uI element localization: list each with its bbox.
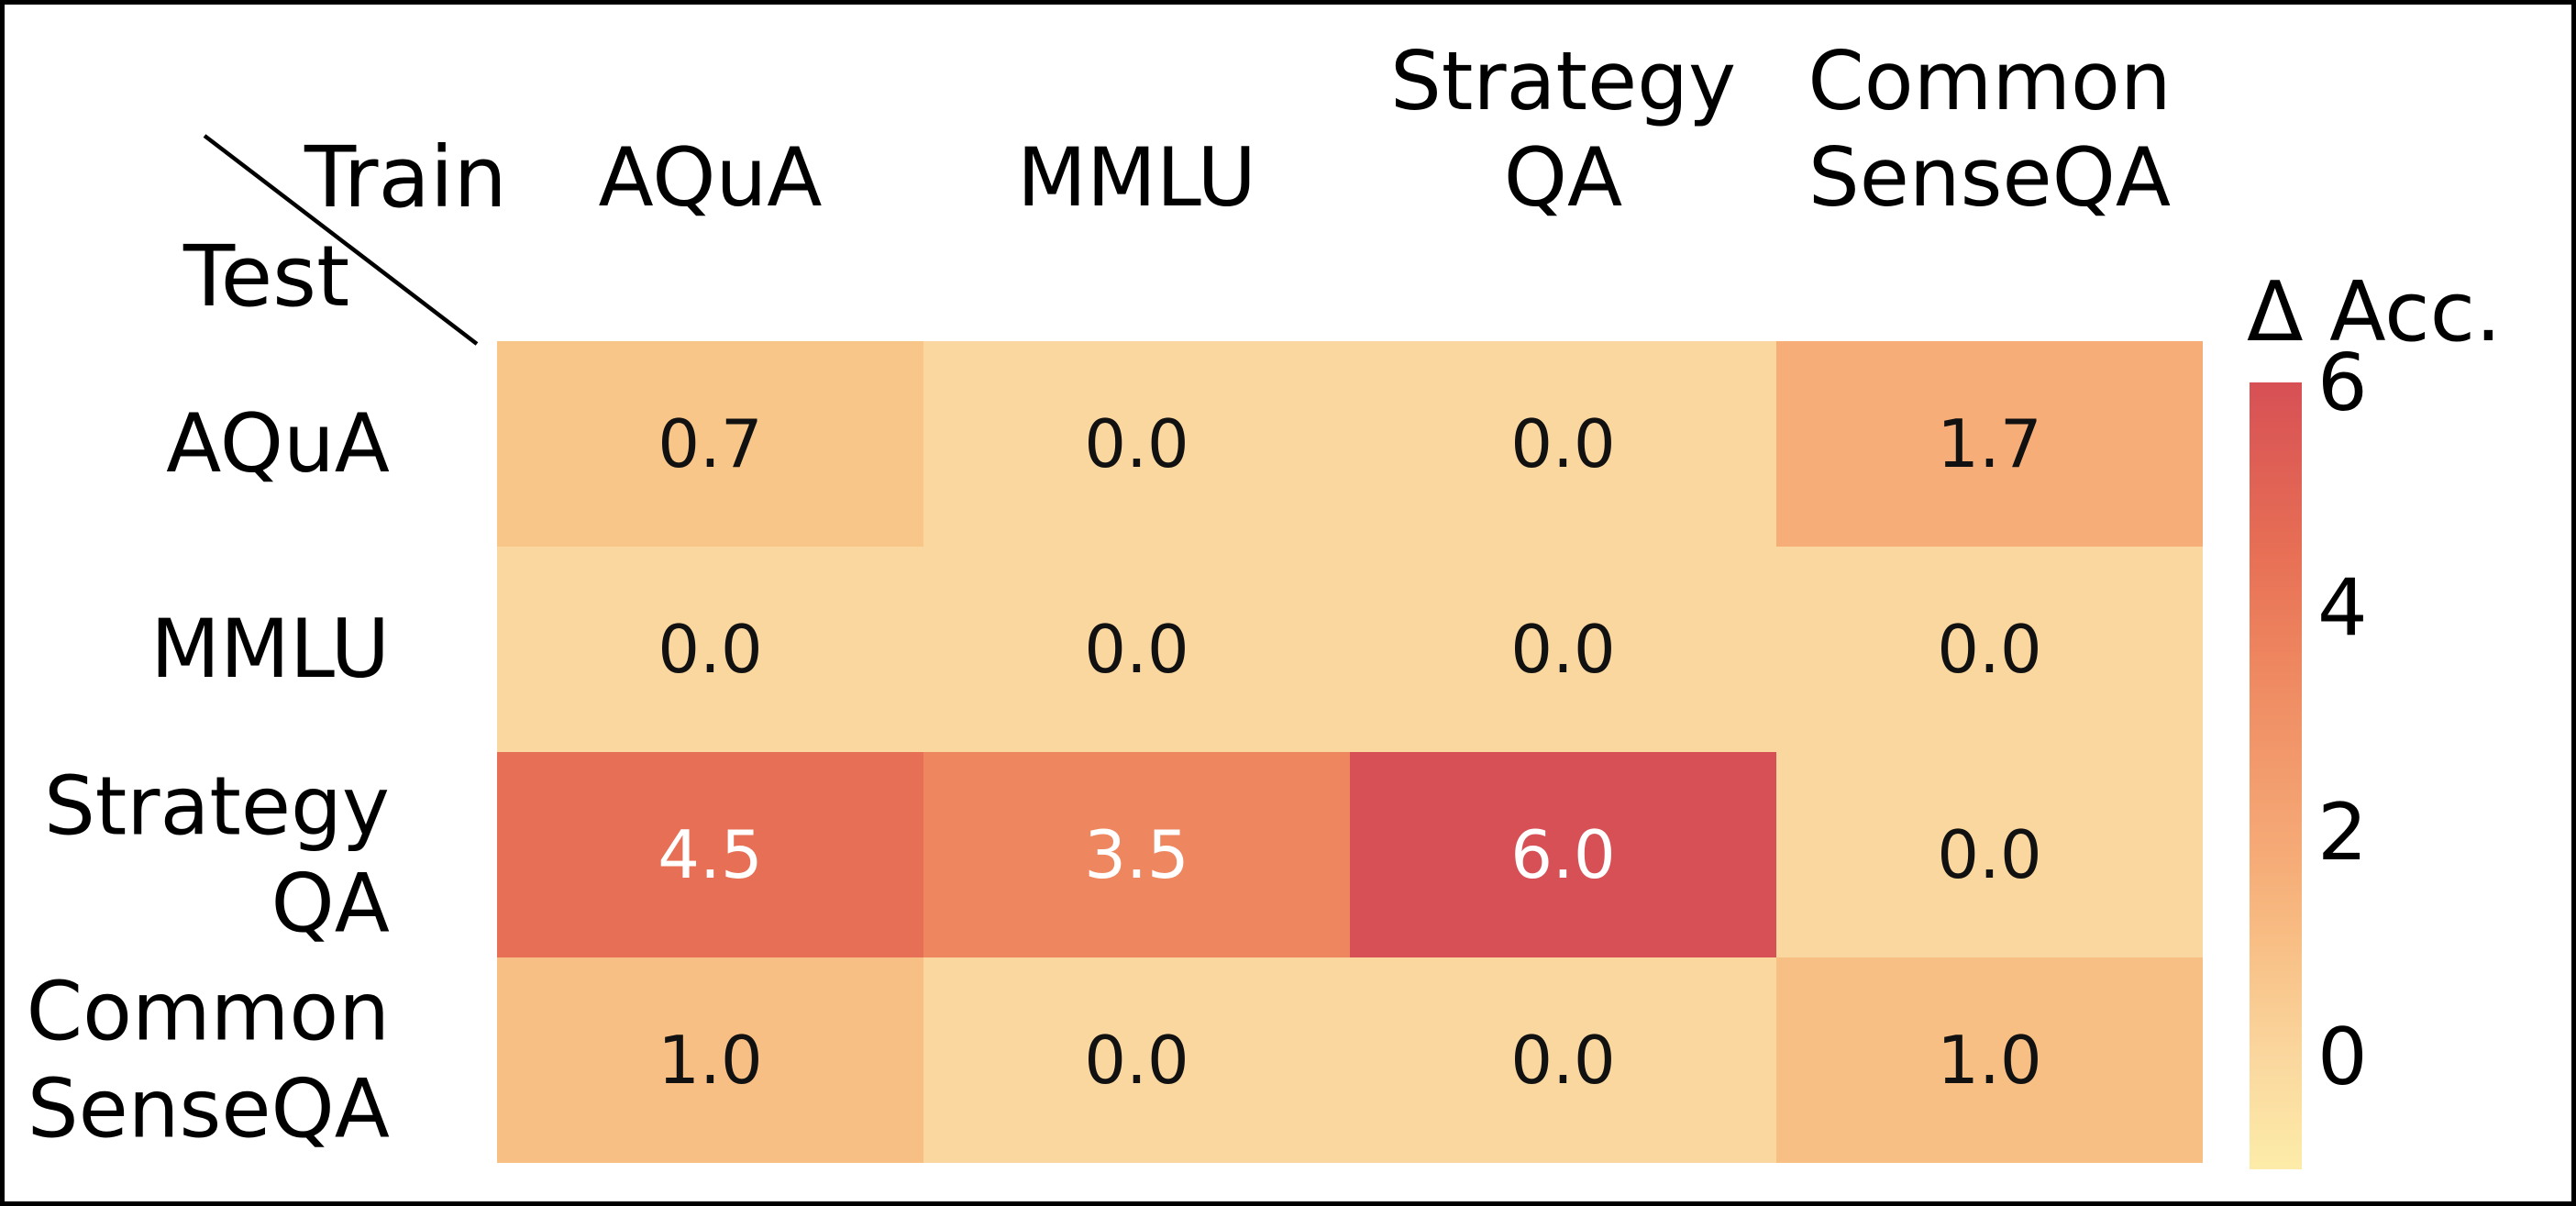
heatmap-cell-r3c3: 1.0 [1776,957,2203,1163]
colorbar-tick-6: 6 [2317,337,2368,429]
colorbar-tick-4: 4 [2317,562,2368,654]
heatmap-cell-r3c1: 0.0 [923,957,1350,1163]
heatmap-cell-r0c0: 0.7 [497,341,923,547]
colorbar-tick-2: 2 [2317,787,2368,879]
col-header-mmlu: MMLU [1017,130,1256,226]
heatmap-cell-r0c2: 0.0 [1350,341,1776,547]
heatmap-cell-r3c0: 1.0 [497,957,923,1163]
heatmap-cell-r1c1: 0.0 [923,547,1350,752]
heatmap-cell-r0c1: 0.0 [923,341,1350,547]
heatmap-cell-r2c2: 6.0 [1350,752,1776,957]
heatmap-cell-r2c3: 0.0 [1776,752,2203,957]
heatmap-cell-r2c1: 3.5 [923,752,1350,957]
col-header-aqua: AQuA [598,130,823,226]
heatmap-cell-r0c3: 1.7 [1776,341,2203,547]
heatmap-cell-r2c0: 4.5 [497,752,923,957]
diagonal-line [203,134,479,346]
test-axis-label: Test [183,227,350,326]
row-label-mmlu: MMLU [150,602,390,697]
train-axis-label: Train [304,128,507,227]
heatmap-cell-r1c2: 0.0 [1350,547,1776,752]
row-label-aqua: AQuA [166,396,390,492]
colorbar [2250,382,2302,1169]
colorbar-tick-0: 0 [2317,1012,2368,1103]
row-label-commonsenseqa: Common SenseQA [26,964,390,1156]
row-label-strategyqa: Strategy QA [43,758,390,950]
train-test-divider [203,134,479,346]
colorbar-title: Δ Acc. [2247,264,2502,360]
heatmap-cell-r3c2: 0.0 [1350,957,1776,1163]
col-header-commonsenseqa: Common SenseQA [1808,33,2172,226]
heatmap-cell-r1c0: 0.0 [497,547,923,752]
col-header-strategyqa: Strategy QA [1389,33,1737,226]
heatmap-cell-r1c3: 0.0 [1776,547,2203,752]
